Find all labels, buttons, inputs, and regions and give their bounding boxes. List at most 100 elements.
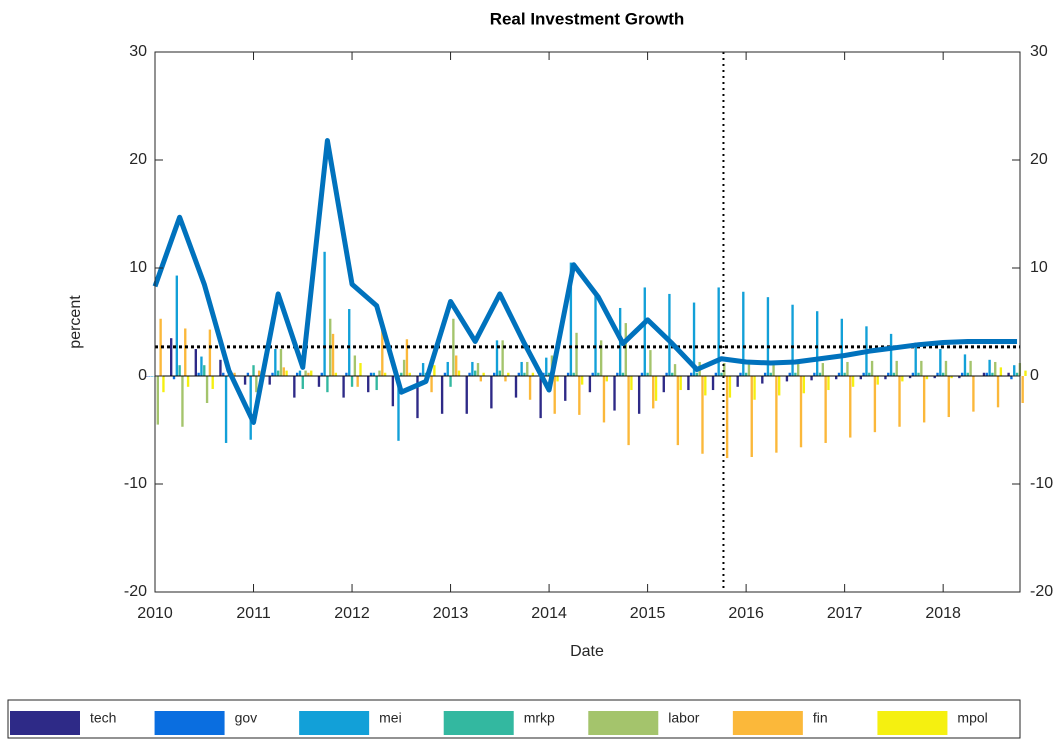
bar xyxy=(246,372,250,376)
bar xyxy=(739,372,742,376)
bar xyxy=(668,293,671,376)
bar xyxy=(162,376,165,393)
bar xyxy=(761,376,764,384)
bar xyxy=(816,311,819,376)
bar xyxy=(471,361,474,376)
bar xyxy=(1010,376,1013,380)
bar xyxy=(170,338,173,376)
bar xyxy=(818,372,822,376)
bar xyxy=(465,376,468,414)
bar xyxy=(572,372,575,376)
axes-box xyxy=(154,51,1021,593)
bar xyxy=(799,376,803,448)
bar xyxy=(547,372,551,376)
bar xyxy=(972,376,975,412)
bar xyxy=(728,376,732,398)
bar xyxy=(372,372,376,376)
bar xyxy=(323,251,326,376)
bar xyxy=(966,372,969,376)
x-tick-label: 2011 xyxy=(236,605,271,622)
bar xyxy=(443,372,447,376)
bar xyxy=(671,372,674,376)
y2-tick-label: 0 xyxy=(1030,367,1039,384)
bar xyxy=(359,363,362,376)
bar xyxy=(501,340,504,376)
bar xyxy=(194,349,197,376)
bar xyxy=(490,376,493,409)
bar xyxy=(233,372,236,376)
bar xyxy=(662,376,665,393)
bar xyxy=(1013,365,1016,376)
bar xyxy=(317,376,321,387)
bar xyxy=(310,370,313,376)
bar xyxy=(455,355,458,376)
bar xyxy=(252,365,255,376)
y2-tick-label: 10 xyxy=(1030,259,1048,276)
bar xyxy=(769,372,772,376)
bar xyxy=(958,376,961,379)
line xyxy=(152,138,1018,425)
bar xyxy=(775,376,778,453)
bar xyxy=(375,376,378,391)
bar xyxy=(605,376,608,382)
bar xyxy=(778,376,781,396)
bar xyxy=(356,376,359,387)
bar xyxy=(711,376,715,391)
bar xyxy=(947,376,950,418)
bar xyxy=(772,361,775,376)
bar xyxy=(944,360,948,376)
bar xyxy=(588,376,592,393)
bar xyxy=(766,297,770,376)
bar xyxy=(753,376,756,400)
bar xyxy=(889,333,893,376)
bar xyxy=(988,359,991,376)
legend-swatch xyxy=(299,711,370,735)
bar xyxy=(939,349,942,376)
bar xyxy=(331,333,335,376)
bar xyxy=(895,360,898,376)
bar xyxy=(627,376,630,446)
bar xyxy=(208,329,212,376)
bar xyxy=(569,262,573,376)
bar xyxy=(868,372,871,376)
x-tick-label: 2014 xyxy=(531,605,567,622)
bar xyxy=(178,365,181,376)
bar xyxy=(676,376,680,446)
bar xyxy=(922,376,926,423)
bar xyxy=(219,359,222,376)
y2-tick-label: 20 xyxy=(1030,151,1048,168)
legend-label: fin xyxy=(813,710,828,726)
bar xyxy=(369,372,373,376)
bar xyxy=(654,376,658,401)
bar xyxy=(301,376,304,389)
bar xyxy=(1024,370,1027,376)
bar xyxy=(531,372,535,376)
bar xyxy=(172,376,176,380)
bar xyxy=(649,350,652,376)
bar xyxy=(528,376,532,400)
bar xyxy=(205,376,209,403)
bar xyxy=(994,361,997,376)
bar xyxy=(495,340,499,376)
bar xyxy=(383,372,387,376)
bar xyxy=(257,370,261,376)
bar xyxy=(887,372,890,376)
bar xyxy=(271,372,274,376)
x-tick-label: 2012 xyxy=(334,605,370,622)
bar xyxy=(859,376,863,380)
bar xyxy=(405,339,409,376)
bar xyxy=(145,376,148,377)
chart-title: Real Investment Growth xyxy=(490,9,685,28)
legend-label: mei xyxy=(379,710,402,726)
bar xyxy=(295,372,299,376)
bar xyxy=(159,318,162,376)
bar xyxy=(430,376,433,393)
bar xyxy=(539,376,542,419)
legend-label: mrkp xyxy=(524,710,555,726)
bar xyxy=(936,372,939,376)
bar xyxy=(892,372,896,376)
bar xyxy=(750,376,753,457)
bar xyxy=(523,372,526,376)
x-tick-label: 2013 xyxy=(433,605,469,622)
bar xyxy=(1007,372,1010,376)
